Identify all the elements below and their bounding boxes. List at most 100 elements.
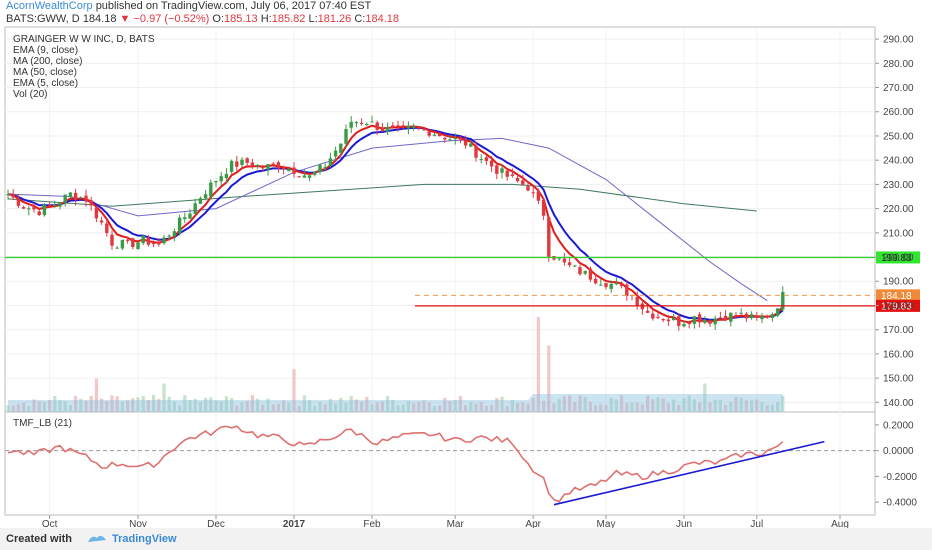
candle-body [47, 204, 52, 206]
candle-body [391, 125, 395, 127]
candle-body [469, 143, 473, 147]
last-price: 184.18 [82, 13, 117, 25]
volume-bar [276, 404, 280, 412]
price-tick-label: 210.00 [883, 228, 914, 239]
price-tick-label: 140.00 [883, 398, 914, 409]
candle-body [734, 314, 738, 316]
volume-bar [141, 395, 145, 412]
close-label: C: [354, 13, 366, 25]
candle-body [333, 150, 338, 157]
candle-body [770, 314, 775, 319]
volume-bar [334, 403, 338, 412]
open-value: 185.13 [224, 13, 258, 25]
tradingview-link[interactable]: TradingView [112, 533, 177, 545]
candle-body [99, 220, 104, 223]
volume-bar [115, 396, 119, 412]
candle-body [141, 235, 145, 244]
candle-body [755, 316, 759, 318]
candle-body [651, 313, 655, 319]
volume-bar [354, 399, 358, 412]
price-tick-label: 190.00 [883, 277, 914, 288]
candle-body [479, 159, 483, 161]
ema5-line [7, 124, 784, 324]
candle-body [307, 175, 312, 178]
volume-bar [443, 397, 447, 412]
volume-bar [713, 399, 717, 412]
legend: GRAINGER W W INC, D, BATS EMA (9, close)… [13, 34, 155, 100]
volume-bar [729, 401, 733, 412]
candle-body [536, 191, 541, 201]
candle-body [219, 176, 223, 182]
indicator-pane-border [4, 411, 876, 516]
volume-bar [131, 398, 135, 412]
volume-bar [6, 405, 10, 412]
candle-body [328, 158, 333, 166]
resistance-line-tag-label: 199.83 [881, 253, 912, 264]
volume-bar [110, 395, 114, 412]
price-tick-label: 180.00 [883, 301, 914, 312]
candle-body [531, 192, 535, 194]
volume-bar [297, 406, 301, 412]
last-price-line-tag [876, 289, 920, 302]
time-tick-label: Oct [42, 519, 58, 528]
candle-body [42, 204, 47, 216]
volume-bar [510, 400, 514, 412]
candle-body [344, 129, 348, 144]
candle-body [287, 168, 291, 172]
volume-bar [484, 405, 488, 412]
volume-bar [479, 401, 483, 412]
indicator-lines [7, 124, 784, 324]
candle-body [583, 270, 587, 274]
candle-body [614, 282, 619, 285]
candle-body [198, 198, 203, 204]
volume-bar [724, 404, 728, 412]
candle-body [276, 162, 281, 169]
candle-body [541, 199, 546, 216]
candle-body [697, 314, 702, 323]
volume-bar [22, 402, 26, 412]
candle-body [682, 324, 686, 327]
candle-body [375, 122, 379, 130]
candle-body [417, 126, 421, 129]
volume-bar [640, 404, 644, 412]
author-link[interactable]: AcornWealthCorp [6, 0, 93, 12]
candle-body [250, 162, 255, 167]
volume-bar [547, 345, 551, 412]
resistance-line-tag [876, 251, 920, 264]
created-with-text: Created with [6, 533, 73, 545]
volume-bar [224, 396, 228, 412]
time-axis[interactable]: Oct Nov Dec 2017 Feb Mar Apr May Jun Jul Aug [42, 515, 849, 528]
candle-body [671, 317, 676, 321]
high-value: 185.82 [271, 13, 306, 25]
price-axis[interactable]: 290.00 280.00 270.00 260.00 250.00 240.00 230.… [875, 35, 917, 509]
candle-body [224, 173, 229, 179]
volume-bar [240, 402, 244, 412]
candle-body [188, 213, 192, 219]
support-line-tag-label: 179.83 [881, 301, 912, 312]
volume-bar [235, 405, 239, 412]
candle-body [281, 167, 286, 170]
volume-bar [739, 397, 743, 412]
volume-bar [162, 383, 166, 412]
volume-bar [708, 402, 712, 412]
volume-bar [245, 400, 249, 412]
price-tick-label: 290.00 [883, 35, 914, 46]
candle-body [136, 242, 140, 250]
volume-bar [328, 398, 332, 412]
candle-body [557, 258, 561, 260]
candle-body [240, 159, 244, 165]
volume-bar [11, 405, 15, 412]
candle-body [744, 313, 749, 319]
candle-body [370, 121, 374, 123]
volume-bar [770, 404, 774, 412]
candle-body [567, 262, 572, 266]
candle-body [562, 258, 567, 263]
volume-bar [344, 402, 348, 412]
candle-body [365, 123, 369, 125]
candle-body [703, 320, 707, 323]
time-tick-label: Nov [129, 519, 147, 528]
candle-body [411, 126, 416, 128]
candle-body [677, 316, 681, 326]
